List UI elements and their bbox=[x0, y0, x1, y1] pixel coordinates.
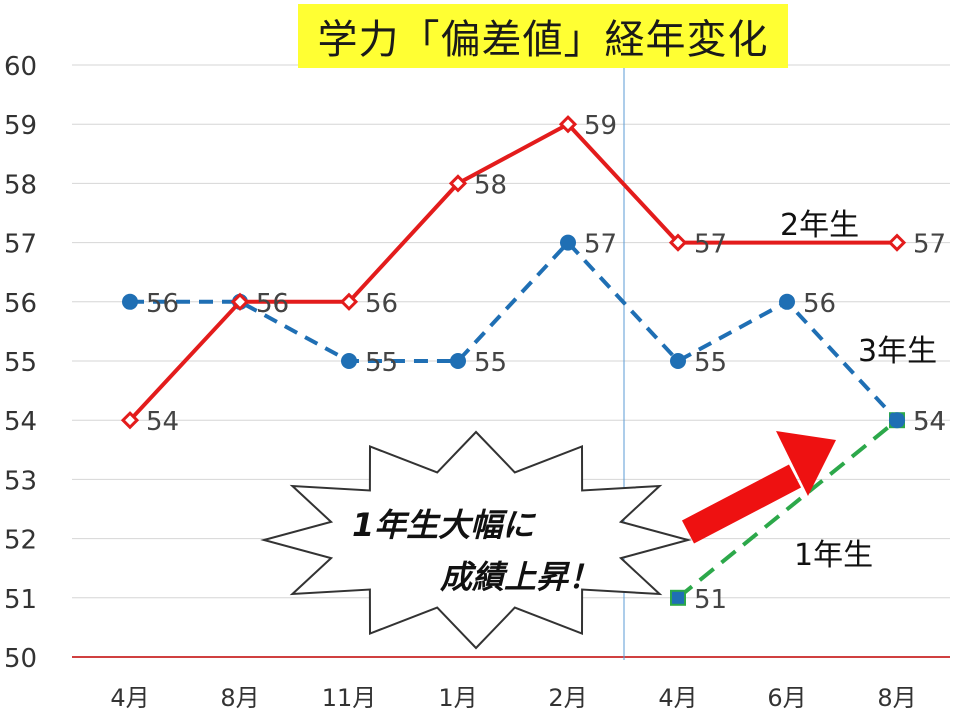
data-point bbox=[670, 353, 686, 369]
y-tick-label: 51 bbox=[4, 585, 37, 615]
series-label-1st-grade: 1年生 bbox=[794, 538, 874, 573]
data-point bbox=[120, 411, 140, 430]
x-tick-label: 11月 bbox=[322, 684, 377, 712]
data-point bbox=[560, 234, 576, 251]
data-label: 56 bbox=[146, 289, 179, 319]
data-label: 54 bbox=[913, 407, 946, 437]
data-point bbox=[887, 233, 907, 252]
data-label: 51 bbox=[694, 585, 727, 615]
series-line bbox=[130, 240, 899, 422]
data-point bbox=[122, 293, 138, 310]
data-point bbox=[448, 174, 468, 193]
data-point bbox=[558, 115, 578, 134]
data-point bbox=[889, 412, 905, 429]
callout-text-line2: 成績上昇！ bbox=[440, 558, 601, 596]
y-tick-label: 58 bbox=[4, 170, 37, 200]
y-tick-label: 50 bbox=[4, 644, 37, 674]
data-label: 58 bbox=[474, 170, 507, 200]
series-label-3rd-grade: 3年生 bbox=[858, 334, 938, 369]
trend-arrow-shaft bbox=[681, 464, 802, 544]
data-point bbox=[341, 353, 357, 369]
trend-arrow-head bbox=[776, 431, 836, 496]
data-label: 55 bbox=[694, 348, 727, 378]
data-label: 56 bbox=[803, 289, 836, 319]
y-tick-label: 53 bbox=[4, 466, 37, 496]
y-tick-label: 52 bbox=[4, 526, 37, 556]
x-tick-label: 8月 bbox=[877, 684, 916, 712]
y-tick-label: 60 bbox=[4, 52, 37, 82]
data-point bbox=[230, 292, 250, 311]
series-line bbox=[676, 418, 899, 600]
x-tick-label: 4月 bbox=[658, 684, 697, 712]
data-label: 55 bbox=[474, 348, 507, 378]
data-label: 54 bbox=[913, 407, 946, 437]
data-label: 56 bbox=[256, 289, 289, 319]
data-point bbox=[670, 589, 686, 606]
data-label: 57 bbox=[913, 230, 946, 260]
data-label: 54 bbox=[146, 407, 179, 437]
y-tick-label: 56 bbox=[4, 289, 37, 319]
y-tick-label: 55 bbox=[4, 348, 37, 378]
data-point bbox=[779, 293, 795, 310]
series-line bbox=[128, 122, 897, 422]
data-label: 56 bbox=[365, 289, 398, 319]
data-label: 57 bbox=[694, 230, 727, 260]
x-tick-label: 8月 bbox=[220, 684, 259, 712]
data-point bbox=[668, 233, 688, 252]
y-tick-label: 59 bbox=[4, 111, 37, 141]
x-tick-label: 6月 bbox=[767, 684, 806, 712]
data-point bbox=[339, 292, 359, 311]
series-label-2nd-grade: 2年生 bbox=[780, 208, 860, 243]
x-tick-label: 2月 bbox=[548, 684, 587, 712]
y-tick-label: 57 bbox=[4, 230, 37, 260]
callout-text-line1: 1年生大幅に bbox=[352, 506, 535, 544]
data-label: 59 bbox=[584, 111, 617, 141]
y-tick-label: 54 bbox=[4, 407, 37, 437]
chart-title: 学力「偏差値」経年変化 bbox=[298, 4, 788, 68]
data-label: 57 bbox=[584, 230, 617, 260]
x-tick-label: 1月 bbox=[438, 684, 477, 712]
data-label: 55 bbox=[365, 348, 398, 378]
x-tick-label: 4月 bbox=[110, 684, 149, 712]
callout-starburst bbox=[260, 430, 692, 650]
data-point bbox=[450, 353, 466, 369]
